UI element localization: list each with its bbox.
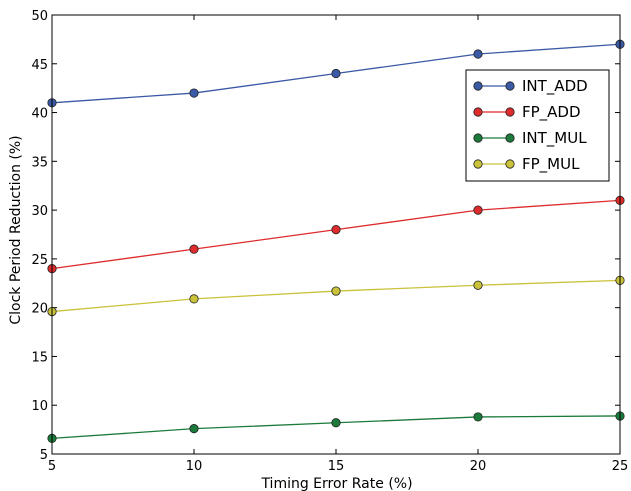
legend-label: INT_ADD bbox=[522, 77, 588, 96]
data-point bbox=[473, 412, 483, 422]
x-axis-label: Timing Error Rate (%) bbox=[260, 476, 412, 491]
y-tick-label: 20 bbox=[31, 302, 48, 317]
legend-marker bbox=[505, 81, 515, 91]
data-point bbox=[189, 424, 199, 434]
legend-marker bbox=[473, 133, 483, 143]
legend-label: FP_MUL bbox=[522, 155, 580, 174]
data-point bbox=[189, 244, 199, 254]
y-tick-label: 30 bbox=[31, 204, 48, 219]
x-tick-label: 5 bbox=[48, 459, 56, 474]
y-tick-label: 15 bbox=[31, 350, 48, 365]
y-tick-label: 50 bbox=[31, 9, 48, 24]
data-point bbox=[331, 225, 341, 235]
data-point bbox=[473, 280, 483, 290]
legend-marker bbox=[473, 107, 483, 117]
y-tick-label: 25 bbox=[31, 253, 48, 268]
y-tick-label: 35 bbox=[31, 155, 48, 170]
legend-marker bbox=[473, 81, 483, 91]
data-point bbox=[331, 286, 341, 296]
x-tick-label: 15 bbox=[328, 459, 345, 474]
legend-marker bbox=[473, 159, 483, 169]
legend-marker bbox=[505, 107, 515, 117]
x-tick-label: 25 bbox=[612, 459, 629, 474]
y-tick-label: 45 bbox=[31, 58, 48, 73]
legend-marker bbox=[505, 159, 515, 169]
y-tick-label: 10 bbox=[31, 399, 48, 414]
plot-frame bbox=[51, 14, 621, 455]
legend-label: INT_MUL bbox=[522, 129, 587, 148]
legend-box bbox=[465, 69, 610, 182]
data-point bbox=[331, 418, 341, 428]
y-tick-label: 40 bbox=[31, 107, 48, 122]
legend-label: FP_ADD bbox=[522, 103, 581, 122]
x-tick-label: 10 bbox=[186, 459, 203, 474]
y-axis-label: Clock Period Reduction (%) bbox=[8, 135, 24, 324]
data-point bbox=[473, 205, 483, 215]
data-point bbox=[473, 49, 483, 59]
data-point bbox=[189, 294, 199, 304]
legend-marker bbox=[505, 133, 515, 143]
y-tick-label: 5 bbox=[40, 448, 48, 463]
data-point bbox=[331, 68, 341, 79]
plot-area: 5 10 15 20 25 5 10 15 20 25 30 35 40 45 50 INT_ADD FP_AD… bbox=[31, 9, 628, 474]
x-tick-label: 20 bbox=[470, 459, 487, 474]
data-point bbox=[189, 88, 199, 98]
